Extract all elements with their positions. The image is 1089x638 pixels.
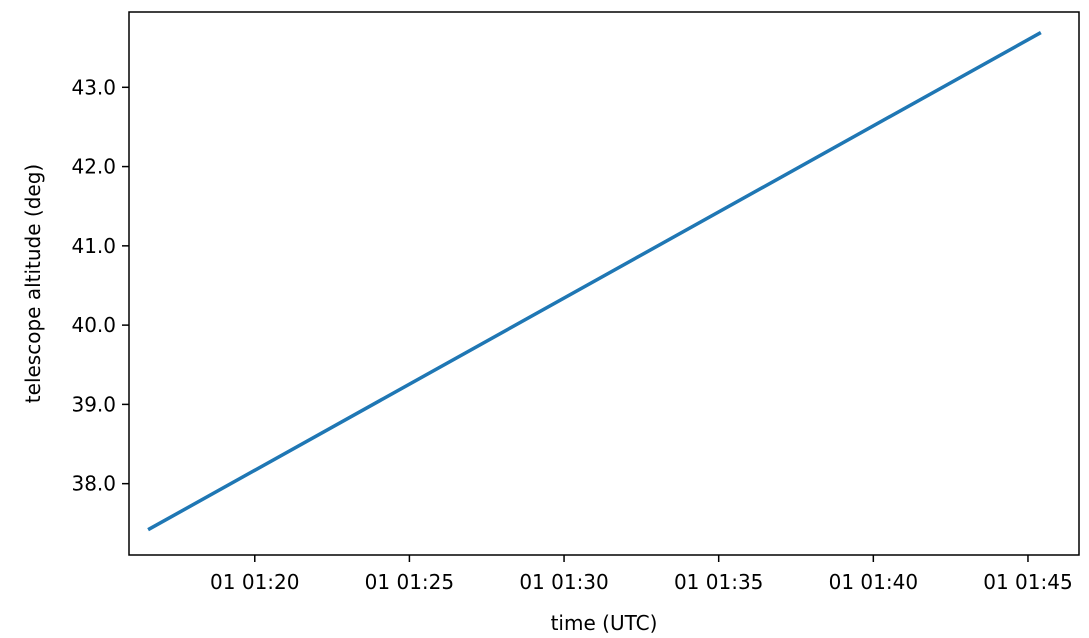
y-tick-label-3: 41.0: [71, 234, 116, 258]
x-tick-label-0: 01 01:20: [210, 570, 299, 594]
y-tick-label-2: 40.0: [71, 313, 116, 337]
y-axis: 38.0 39.0 40.0 41.0 42.0 43.0: [71, 75, 129, 496]
y-tick-label-0: 38.0: [71, 472, 116, 496]
y-axis-label: telescope altitude (deg): [21, 164, 45, 403]
x-tick-label-5: 01 01:45: [983, 570, 1072, 594]
x-axis-label: time (UTC): [551, 611, 658, 635]
x-axis: 01 01:20 01 01:25 01 01:30 01 01:35 01 01:40…: [210, 555, 1073, 594]
x-tick-label-3: 01 01:35: [674, 570, 763, 594]
series-line-0: [147, 31, 1042, 532]
x-tick-label-2: 01 01:30: [519, 570, 608, 594]
y-tick-label-5: 43.0: [71, 75, 116, 99]
plot-frame: [128, 11, 1080, 556]
x-tick-label-1: 01 01:25: [365, 570, 454, 594]
y-tick-label-4: 42.0: [71, 155, 116, 179]
series-layer: [147, 31, 1042, 532]
y-tick-label-1: 39.0: [71, 392, 116, 416]
x-tick-label-4: 01 01:40: [829, 570, 918, 594]
